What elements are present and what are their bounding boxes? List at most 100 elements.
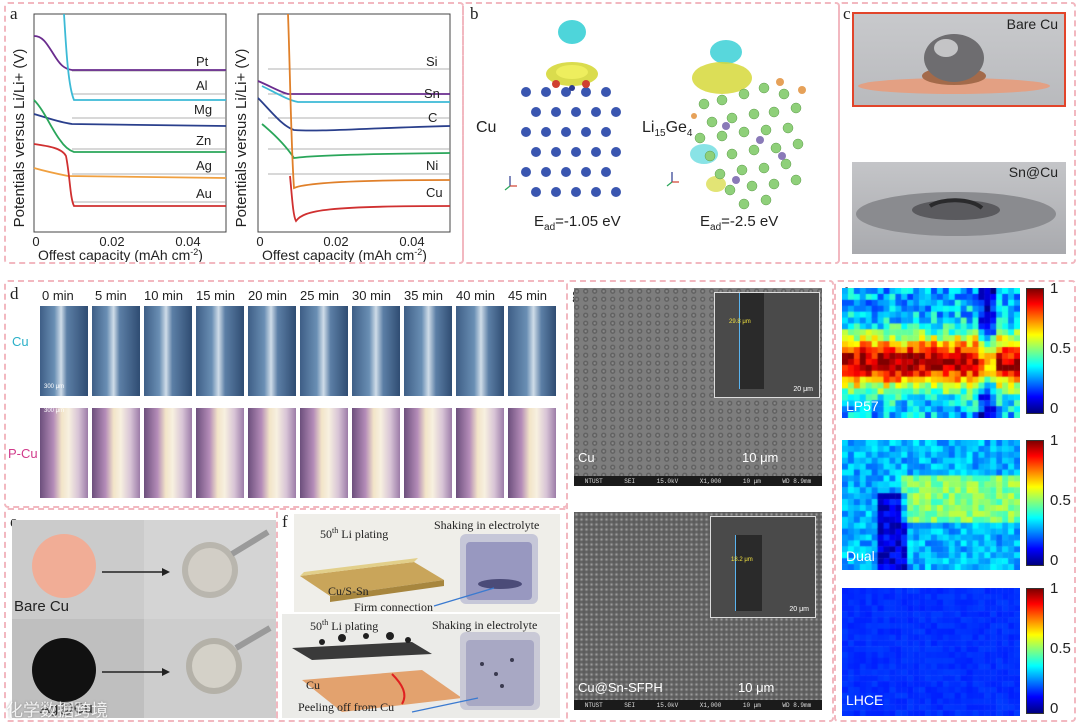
chart1-label-al: Al bbox=[196, 78, 208, 93]
heatmap-lhce-caption: LHCE bbox=[846, 692, 884, 708]
sem-bar-scale: 10 μm bbox=[742, 477, 761, 485]
chart1-xtick-2: 0.04 bbox=[175, 234, 200, 249]
colorbar-2-tick-1: 0.5 bbox=[1050, 640, 1071, 657]
sem-cu-scale: 10 μm bbox=[742, 450, 779, 465]
colorbar-2 bbox=[1026, 588, 1044, 714]
chart1-ylabel: Potentials versus Li/Li+ (V) bbox=[11, 49, 28, 228]
chart1-xtick-1: 0.02 bbox=[99, 234, 124, 249]
p-cu-frame-8 bbox=[456, 408, 504, 498]
panel-a-charts: Potentials versus Li/Li+ (V) Potentials … bbox=[11, 13, 451, 262]
chart2-label-cu: Cu bbox=[426, 185, 443, 200]
micrograph-grid bbox=[40, 306, 560, 502]
sem-bar-mode: SEI bbox=[624, 477, 636, 485]
bare-cu-droplet-photo: Bare Cu bbox=[852, 12, 1066, 107]
inset-cu-measurement: 29.8 μm bbox=[729, 319, 751, 325]
chart1-label-mg: Mg bbox=[194, 102, 212, 117]
panel-d-label: d bbox=[10, 284, 19, 303]
cu-structure-label: Cu bbox=[476, 119, 496, 136]
chart1-label-pt: Pt bbox=[196, 54, 209, 69]
li15ge4-adsorption-energy: Ead=-2.5 eV bbox=[700, 213, 778, 233]
chart1-label-au: Au bbox=[196, 186, 212, 201]
chart2-series-cu bbox=[287, 13, 451, 190]
droplet-svg bbox=[858, 34, 1050, 94]
bottom-material-label: Cu bbox=[306, 678, 321, 692]
time-label-8: 40 min bbox=[456, 288, 496, 303]
time-label-5: 25 min bbox=[300, 288, 340, 303]
panel-b-label: b bbox=[470, 4, 479, 23]
cu-frame-2 bbox=[144, 306, 192, 396]
cu-frame-7 bbox=[404, 306, 452, 396]
time-labels: 0 min 5 min 10 min 15 min 20 min 25 min … bbox=[38, 288, 562, 304]
chart1-xtick-0: 0 bbox=[32, 234, 39, 249]
panel-c-label: c bbox=[843, 4, 851, 23]
chart2-label-sn: Sn bbox=[424, 86, 440, 101]
chart2-series-sn bbox=[261, 85, 450, 103]
cu-lattice bbox=[521, 20, 621, 197]
top-material-label: Cu/S-Sn bbox=[328, 584, 369, 598]
inset-cu-sn-trench bbox=[735, 535, 762, 611]
time-label-3: 15 min bbox=[196, 288, 236, 303]
sem-bar-wd-2: WD 8.9mm bbox=[782, 701, 812, 709]
time-label-6: 30 min bbox=[352, 288, 392, 303]
colorbar-1-tick-1: 0.5 bbox=[1050, 492, 1071, 509]
p-cu-frame-9 bbox=[508, 408, 556, 498]
ag-cu-electrode-caption: Ag@Cu bbox=[40, 700, 93, 717]
p-cu-frame-4 bbox=[248, 408, 296, 498]
bottom-shake-caption: Shaking in electrolyte bbox=[432, 618, 538, 632]
axis-glyph-left bbox=[504, 176, 517, 191]
p-cu-frame-6 bbox=[352, 408, 400, 498]
inset-cu-sn-measurement: 18.2 μm bbox=[731, 557, 753, 563]
top-note: Firm connection bbox=[354, 600, 433, 614]
p-cu-frame-2 bbox=[144, 408, 192, 498]
chart2-xtick-1: 0.02 bbox=[323, 234, 348, 249]
time-label-7: 35 min bbox=[404, 288, 444, 303]
sem-image-cu: 29.8 μm 20 μm Cu 10 μm NTUST SEI 15.0kV … bbox=[574, 288, 822, 486]
p-cu-frame-5 bbox=[300, 408, 348, 498]
electrode-photo: Bare Cu Ag@Cu bbox=[12, 520, 276, 718]
p-cu-frame-1 bbox=[92, 408, 140, 498]
bare-cu-electrode-caption: Bare Cu bbox=[14, 598, 70, 615]
top-plating-title: 50th Li plating bbox=[320, 526, 389, 541]
chart2-xtick-0: 0 bbox=[256, 234, 263, 249]
sem-bar-wd: WD 8.9mm bbox=[782, 477, 812, 485]
colorbar-0 bbox=[1026, 288, 1044, 414]
sn-cu-caption: Sn@Cu bbox=[1008, 164, 1058, 180]
chart1-gridlines bbox=[72, 70, 226, 203]
heatmap-lp57-caption: LP57 bbox=[846, 398, 879, 414]
sem-cu-info-bar: NTUST SEI 15.0kV X1,000 10 μm WD 8.9mm bbox=[574, 476, 822, 486]
sem-bar-scale-2: 10 μm bbox=[742, 701, 761, 709]
inset-cu-sn-cross-section: 18.2 μm 20 μm bbox=[710, 516, 816, 618]
cu-frame-5 bbox=[300, 306, 348, 396]
bottom-note: Peeling off from Cu bbox=[298, 700, 395, 714]
top-shake-caption: Shaking in electrolyte bbox=[434, 518, 540, 532]
plating-bottom-svg bbox=[292, 632, 540, 713]
cu-frame-6 bbox=[352, 306, 400, 396]
time-label-1: 5 min bbox=[95, 288, 127, 303]
cu-frame-0 bbox=[40, 306, 88, 396]
colorbar-1-tick-0: 1 bbox=[1050, 432, 1059, 449]
heatmap-dual: Dual bbox=[842, 440, 1020, 570]
plating-top-illustration: 50th Li plating Shaking in electrolyte C… bbox=[294, 514, 560, 614]
panel-a-label: a bbox=[10, 4, 18, 23]
sem-bar-mag-2: X1,000 bbox=[699, 701, 722, 709]
plating-bottom-illustration: 50th Li plating Shaking in electrolyte C… bbox=[282, 614, 560, 718]
chart1-frame bbox=[33, 13, 227, 233]
plating-top-svg bbox=[300, 534, 538, 607]
chart2-series-cu-red bbox=[289, 175, 451, 223]
colorbar-1-tick-2: 0 bbox=[1050, 552, 1059, 569]
chart2-series-si bbox=[257, 80, 450, 95]
heatmap-lp57: LP57 bbox=[842, 288, 1020, 418]
sem-cu-sn-caption: Cu@Sn-SFPH bbox=[578, 680, 663, 695]
cu-frame-8 bbox=[456, 306, 504, 396]
chart2-series-ni bbox=[261, 123, 451, 159]
panel-b-structures: Cu Li15Ge4 Ead=-1.05 eV Ead=-2.5 eV bbox=[476, 20, 806, 233]
cu-frame-9 bbox=[508, 306, 556, 396]
inset-cu-cross-section: 29.8 μm 20 μm bbox=[714, 292, 820, 398]
chart1-label-ag: Ag bbox=[196, 158, 212, 173]
colorbar-1 bbox=[1026, 440, 1044, 566]
inset-cu-sn-scale: 20 μm bbox=[789, 606, 809, 613]
watermark: 化学数据跨境 bbox=[6, 701, 108, 720]
sem-bar-mag: X1,000 bbox=[699, 477, 722, 485]
cu-frame-1 bbox=[92, 306, 140, 396]
time-label-9: 45 min bbox=[508, 288, 548, 303]
